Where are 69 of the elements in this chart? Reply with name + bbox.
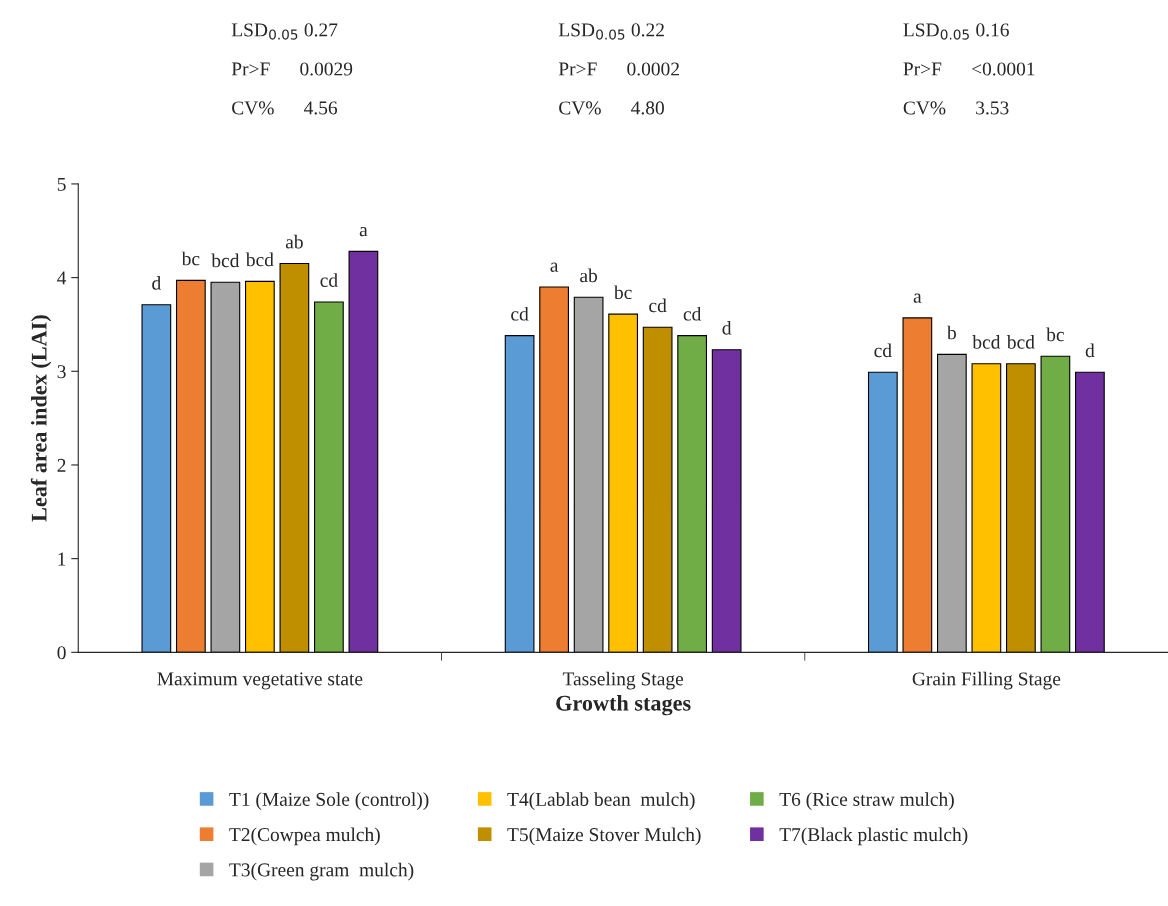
data-label: cd — [320, 273, 338, 287]
data-label: bcd — [245, 252, 274, 267]
y-tick-label: 1 — [58, 552, 66, 566]
bar — [971, 363, 1002, 653]
data-label: d — [1085, 343, 1095, 358]
data-label: a — [359, 226, 368, 237]
text: Pr>F 0.0002 — [558, 62, 679, 76]
data-label: bcd — [972, 335, 1001, 349]
legend-label: T7(Black plastic mulch) — [779, 827, 968, 846]
text: Pr>F 0.0029 — [231, 62, 353, 76]
bar — [867, 371, 898, 653]
text: CV% 4.56 — [232, 101, 338, 115]
text: Pr>F <0.0001 — [903, 62, 1035, 76]
data-label: d — [152, 276, 161, 290]
legend-label: T4(Lablab bean mulch) — [507, 792, 695, 810]
text: LSD$_{0.05}$ 0.27 — [231, 23, 338, 40]
data-label: cd — [874, 343, 892, 358]
y-tick-label: 2 — [57, 458, 66, 472]
x-tick-label: Tasseling Stage — [562, 671, 684, 690]
data-label: bcd — [211, 253, 240, 268]
bar — [539, 286, 569, 653]
data-label: ab — [580, 268, 598, 283]
data-label: b — [947, 325, 956, 340]
bar — [141, 304, 172, 653]
bar — [175, 279, 206, 653]
x-tick-label: Maximum vegetative state — [157, 672, 363, 690]
data-label: a — [913, 293, 922, 303]
y-tick-label: 5 — [57, 177, 66, 191]
bar — [608, 313, 639, 653]
data-label: ab — [285, 234, 303, 249]
data-label: cd — [683, 306, 702, 321]
bar — [573, 296, 604, 653]
y-tick-label: 0 — [57, 646, 66, 660]
bar — [504, 335, 535, 653]
data-label: a — [550, 262, 559, 272]
bar — [314, 301, 344, 653]
data-label: cd — [511, 306, 529, 321]
legend-label: T2(Cowpea mulch) — [229, 827, 380, 846]
bar — [210, 281, 241, 653]
legend-label: T3(Green gram mulch) — [229, 862, 414, 881]
bar — [711, 349, 742, 653]
bar — [348, 250, 379, 653]
text: CV% 4.80 — [559, 101, 664, 115]
y-axis-title: Leaf area index (LAI) — [30, 315, 52, 522]
bar — [642, 326, 673, 653]
bar — [1006, 363, 1036, 653]
y-tick-label: 4 — [57, 271, 67, 285]
legend-label: T6 (Rice straw mulch) — [779, 792, 954, 810]
bar — [279, 262, 310, 653]
data-label: cd — [649, 298, 667, 313]
bar — [1075, 371, 1105, 653]
bar — [902, 317, 933, 653]
data-label: bcd — [1006, 335, 1035, 349]
bar — [245, 280, 275, 653]
bar — [936, 353, 967, 653]
text: LSD$_{0.05}$ 0.22 — [558, 23, 664, 40]
data-label: bc — [613, 285, 632, 300]
x-axis-title: Growth stages — [556, 695, 691, 716]
data-label: d — [722, 320, 732, 335]
x-tick-label: Grain Filling Stage — [912, 671, 1061, 690]
legend-label: T1 (Maize Sole (control)) — [229, 792, 429, 810]
text: LSD$_{0.05}$ 0.16 — [903, 23, 1009, 40]
data-label: bc — [1046, 327, 1064, 342]
bar — [1040, 355, 1071, 653]
bar — [677, 335, 708, 653]
text: CV% 3.53 — [903, 101, 1009, 115]
y-tick-label: 3 — [57, 365, 66, 379]
data-label: bc — [181, 251, 200, 266]
legend-label: T5(Maize Stover Mulch) — [507, 827, 701, 846]
